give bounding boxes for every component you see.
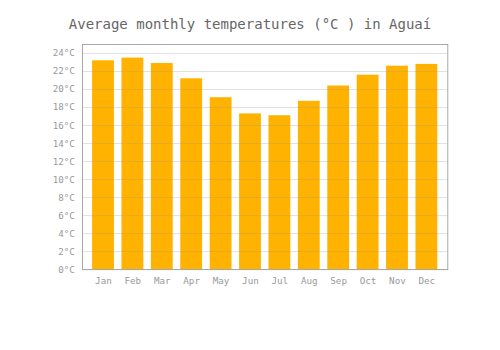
svg-text:4°C: 4°C	[58, 228, 75, 239]
svg-text:Oct: Oct	[360, 275, 377, 286]
svg-text:6°C: 6°C	[58, 210, 75, 221]
svg-text:8°C: 8°C	[58, 192, 75, 203]
svg-text:Jul: Jul	[271, 275, 288, 286]
html-text:Average monthly temperatures (: Average monthly temperatures (°C ) in Ag…	[68, 16, 432, 32]
svg-text:0°C: 0°C	[58, 264, 75, 275]
svg-text:Jun: Jun	[242, 275, 259, 286]
svg-text:12°C: 12°C	[53, 156, 75, 167]
svg-text:18°C: 18°C	[53, 101, 75, 112]
svg-text:Nov: Nov	[389, 275, 406, 286]
svg-text:Dec: Dec	[418, 275, 435, 286]
svg-text:2°C: 2°C	[58, 246, 75, 257]
svg-text:Apr: Apr	[183, 275, 200, 286]
svg-text:14°C: 14°C	[53, 138, 75, 149]
svg-text:May: May	[213, 275, 230, 286]
svg-text:22°C: 22°C	[53, 65, 75, 76]
svg-text:Jan: Jan	[95, 275, 112, 286]
svg-text:Mar: Mar	[154, 275, 171, 286]
svg-text:Sep: Sep	[330, 275, 347, 286]
svg-text:16°C: 16°C	[53, 119, 75, 130]
svg-text:20°C: 20°C	[53, 83, 75, 94]
svg-text:10°C: 10°C	[53, 174, 75, 185]
svg-text:Aug: Aug	[301, 275, 318, 286]
svg-text:Feb: Feb	[124, 275, 141, 286]
svg-text:24°C: 24°C	[53, 47, 75, 58]
